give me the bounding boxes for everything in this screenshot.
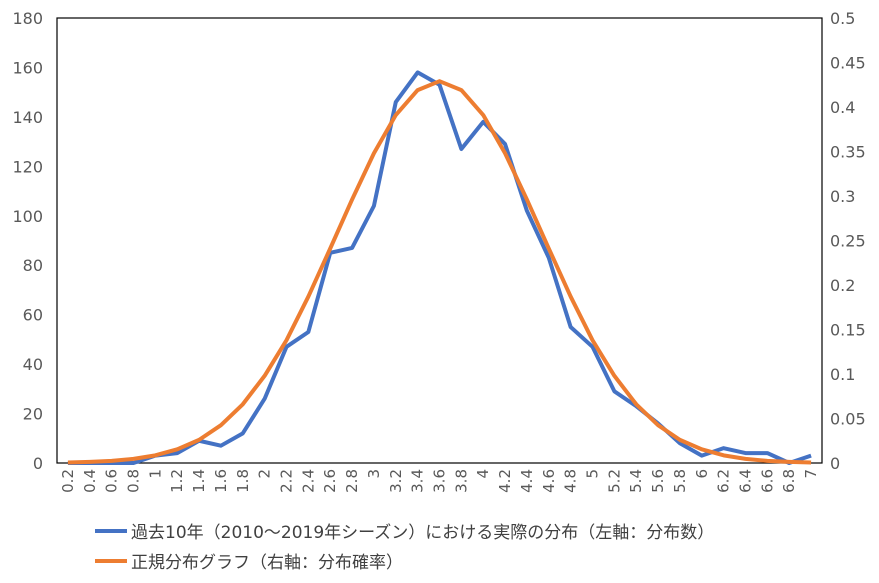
right-tick-label: 0 [830,454,840,473]
legend-item-actual: 過去10年（2010～2019年シーズン）における実際の分布（左軸：分布数） [95,518,714,543]
x-tick-label: 3.4 [409,469,427,493]
left-tick-label: 140 [12,108,43,127]
right-tick-label: 0.2 [830,276,855,295]
x-tick-label: 6.8 [780,469,798,493]
legend-item-normal: 正規分布グラフ（右軸：分布確率） [95,548,403,573]
legend-swatch-orange [95,558,127,563]
left-tick-label: 0 [33,454,43,473]
right-tick-label: 0.5 [830,9,855,28]
x-tick-label: 2.2 [278,469,296,493]
x-tick-label: 2.8 [343,469,361,493]
right-tick-label: 0.4 [830,98,855,117]
x-tick-label: 0.8 [125,469,143,493]
x-tick-label: 1 [146,469,164,479]
x-tick-label: 3.8 [452,469,470,493]
right-tick-label: 0.3 [830,187,855,206]
right-tick-label: 0.1 [830,365,855,384]
right-tick-label: 0.45 [830,54,866,73]
right-tick-label: 0.15 [830,321,866,340]
x-tick-label: 0.4 [81,469,99,493]
x-tick-label: 5.4 [627,469,645,493]
series-line-actual [67,70,812,465]
left-tick-label: 40 [23,355,43,374]
left-tick-label: 180 [12,9,43,28]
x-tick-label: 6 [693,469,711,479]
x-tick-label: 1.8 [234,469,252,493]
left-tick-label: 120 [12,157,43,176]
right-tick-label: 0.05 [830,410,866,429]
left-tick-label: 160 [12,58,43,77]
x-tick-label: 2 [256,469,274,479]
x-tick-label: 4.8 [562,469,580,493]
x-tick-label: 2.6 [321,469,339,493]
left-tick-label: 100 [12,207,43,226]
x-tick-label: 1.4 [190,469,208,493]
x-tick-label: 3.2 [387,469,405,493]
series-line-normal [67,79,812,465]
x-tick-label: 5.8 [671,469,689,493]
left-tick-label: 80 [23,256,43,275]
x-tick-label: 3.6 [431,469,449,493]
x-tick-label: 6.6 [758,469,776,493]
x-tick-label: 6.4 [737,469,755,493]
left-tick-label: 60 [23,306,43,325]
chart-plot: 02040608010012014016018000.050.10.150.20… [12,9,866,493]
x-tick-label: 3 [365,469,383,479]
x-tick-label: 2.4 [299,469,317,493]
x-tick-label: 5.6 [649,469,667,493]
right-tick-label: 0.25 [830,232,866,251]
x-tick-label: 5.2 [605,469,623,493]
left-tick-label: 20 [23,405,43,424]
x-tick-label: 4.6 [540,469,558,493]
legend-label: 正規分布グラフ（右軸：分布確率） [131,553,403,573]
x-tick-label: 6.2 [715,469,733,493]
x-tick-label: 5 [584,469,602,479]
x-tick-label: 4.4 [518,469,536,493]
x-tick-label: 0.2 [59,469,77,493]
x-tick-label: 4 [474,469,492,479]
legend-label: 過去10年（2010～2019年シーズン）における実際の分布（左軸：分布数） [131,523,715,543]
x-tick-label: 1.6 [212,469,230,493]
plot-border [56,17,823,464]
x-tick-label: 0.6 [103,469,121,493]
x-tick-label: 1.2 [168,469,186,493]
legend-swatch-blue [95,528,127,533]
x-tick-label: 4.2 [496,469,514,493]
right-tick-label: 0.35 [830,143,866,162]
x-tick-label: 7 [802,469,820,479]
